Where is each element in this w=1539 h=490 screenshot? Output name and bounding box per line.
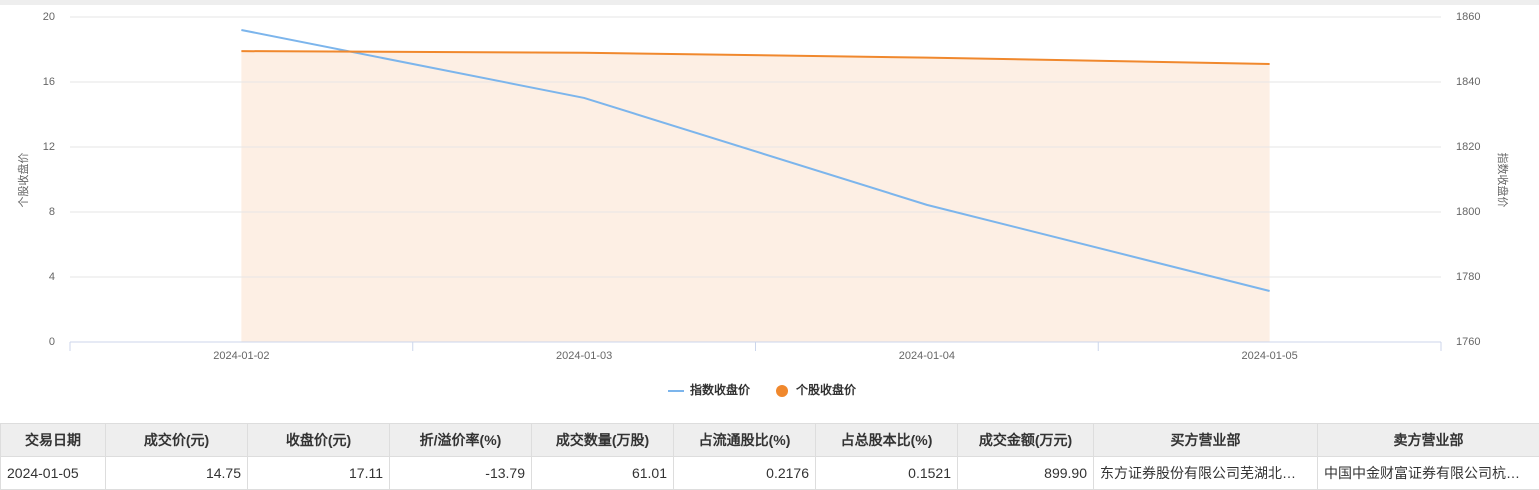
y-tick-label: 8 (49, 206, 55, 218)
table-cell: 中国中金财富证券有限公司杭… (1318, 457, 1539, 490)
y2-tick-label: 1860 (1456, 11, 1480, 23)
x-tick-label: 2024-01-02 (213, 350, 269, 362)
table-cell: -13.79 (390, 457, 532, 490)
y-tick-label: 12 (43, 141, 55, 153)
column-header: 卖方营业部 (1318, 424, 1539, 457)
y2-axis-label: 指数收盘价 (1496, 153, 1510, 208)
table-cell: 0.1521 (816, 457, 958, 490)
y2-tick-label: 1780 (1456, 271, 1480, 283)
table-cell: 61.01 (532, 457, 674, 490)
column-header: 占流通股比(%) (674, 424, 816, 457)
column-header: 收盘价(元) (248, 424, 390, 457)
chart: 个股收盘价 指数收盘价 0 4 8 12 16 20 1760 1780 1800 1820 184… (0, 0, 1539, 420)
table-cell: 14.75 (106, 457, 248, 490)
y-tick-label: 20 (43, 11, 55, 23)
column-header: 买方营业部 (1094, 424, 1318, 457)
x-tick-label: 2024-01-03 (556, 350, 612, 362)
column-header: 交易日期 (1, 424, 106, 457)
y-axis-label: 个股收盘价 (16, 153, 30, 208)
x-tick-label: 2024-01-04 (899, 350, 955, 362)
y-tick-label: 16 (43, 76, 55, 88)
y-tick-label: 4 (49, 271, 55, 283)
column-header: 占总股本比(%) (816, 424, 958, 457)
y2-tick-label: 1820 (1456, 141, 1480, 153)
column-header: 成交数量(万股) (532, 424, 674, 457)
table-cell: 0.2176 (674, 457, 816, 490)
data-table: 交易日期成交价(元)收盘价(元)折/溢价率(%)成交数量(万股)占流通股比(%)… (0, 423, 1539, 490)
table-cell: 17.11 (248, 457, 390, 490)
table-cell: 东方证券股份有限公司芜湖北… (1094, 457, 1318, 490)
column-header: 成交金额(万元) (958, 424, 1094, 457)
table-cell: 899.90 (958, 457, 1094, 490)
x-tick-label: 2024-01-05 (1241, 350, 1297, 362)
y2-tick-label: 1800 (1456, 206, 1480, 218)
area (241, 51, 1269, 342)
y2-tick-label: 1760 (1456, 336, 1480, 348)
header-row: 交易日期成交价(元)收盘价(元)折/溢价率(%)成交数量(万股)占流通股比(%)… (1, 424, 1539, 457)
legend-label: 指数收盘价 (690, 382, 751, 397)
y2-tick-label: 1840 (1456, 76, 1480, 88)
legend-item[interactable]: 个股收盘价 (776, 382, 857, 397)
legend-label: 个股收盘价 (795, 382, 857, 397)
table-cell: 2024-01-05 (1, 457, 106, 490)
legend-symbol (776, 385, 788, 397)
y-tick-label: 0 (49, 336, 55, 348)
legend-item[interactable]: 指数收盘价 (668, 382, 751, 397)
column-header: 折/溢价率(%) (390, 424, 532, 457)
column-header: 成交价(元) (106, 424, 248, 457)
